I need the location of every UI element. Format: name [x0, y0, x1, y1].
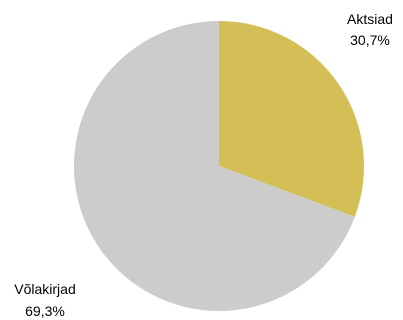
slice-label-volakirjad-value: 69,3%	[25, 303, 65, 319]
pie-slice-volakirjad	[74, 21, 355, 311]
slice-label-aktsiad: Aktsiad 30,7%	[347, 11, 393, 48]
slice-label-aktsiad-name: Aktsiad	[347, 11, 393, 27]
slice-label-volakirjad-name: Võlakirjad	[14, 281, 75, 297]
pie-slices	[74, 20, 365, 311]
slice-label-aktsiad-value: 30,7%	[350, 32, 390, 48]
pie-slice-aktsiad	[219, 20, 365, 217]
slice-label-volakirjad: Võlakirjad 69,3%	[14, 281, 75, 319]
